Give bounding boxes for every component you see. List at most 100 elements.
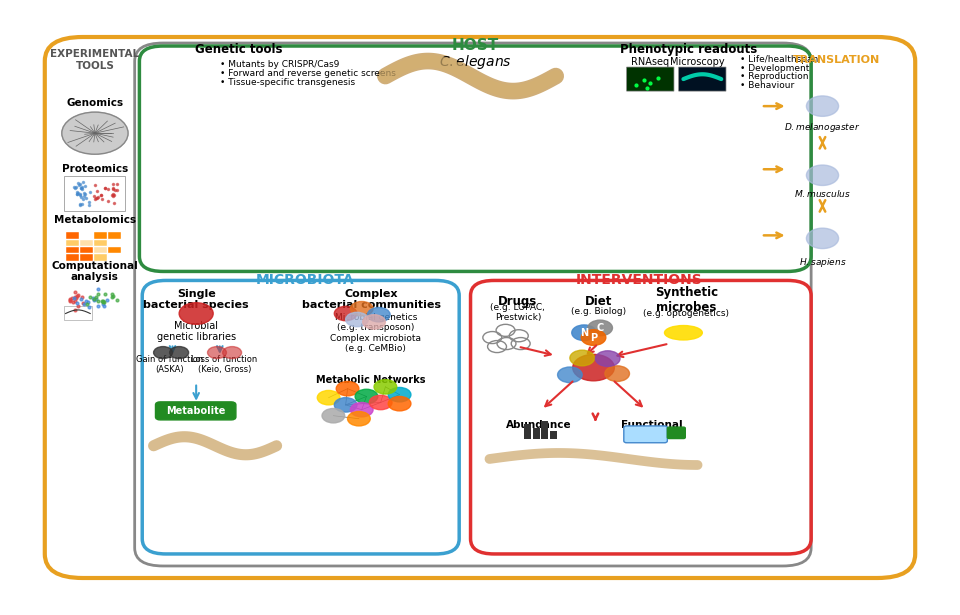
Circle shape <box>588 320 612 336</box>
Circle shape <box>374 379 396 394</box>
Text: TRANSLATION: TRANSLATION <box>793 55 880 65</box>
Circle shape <box>350 402 373 417</box>
Circle shape <box>605 366 630 381</box>
Bar <box>94 240 108 246</box>
Circle shape <box>346 312 369 327</box>
Bar <box>94 247 108 253</box>
Text: Drugs: Drugs <box>498 295 538 308</box>
Circle shape <box>806 228 839 248</box>
Bar <box>524 424 531 438</box>
Text: INTERVENTIONS: INTERVENTIONS <box>576 274 703 287</box>
Text: Complex microbiota
(e.g. CeMBio): Complex microbiota (e.g. CeMBio) <box>330 334 421 353</box>
Circle shape <box>223 347 242 359</box>
Text: $\it{C. elegans}$: $\it{C. elegans}$ <box>439 54 512 71</box>
Text: Metabolic Networks: Metabolic Networks <box>317 375 426 384</box>
Text: Loss of function
(Keio, Gross): Loss of function (Keio, Gross) <box>191 355 257 375</box>
Bar <box>80 240 93 246</box>
Bar <box>65 247 79 253</box>
Circle shape <box>368 308 390 322</box>
FancyBboxPatch shape <box>679 67 726 91</box>
Text: $\it{D. melanogaster}$: $\it{D. melanogaster}$ <box>784 121 860 133</box>
Text: Microscopy: Microscopy <box>670 57 725 67</box>
Circle shape <box>595 351 620 367</box>
Circle shape <box>350 301 373 316</box>
Circle shape <box>388 397 411 411</box>
Circle shape <box>370 395 392 410</box>
Text: Synthetic
microbes: Synthetic microbes <box>655 287 718 314</box>
Circle shape <box>334 398 357 412</box>
Circle shape <box>581 330 606 346</box>
Text: Microbial genetics
(e.g. transposon): Microbial genetics (e.g. transposon) <box>335 313 417 332</box>
Circle shape <box>806 165 839 186</box>
Text: Gain of function
(ASKA): Gain of function (ASKA) <box>136 355 204 375</box>
Text: Proteomics: Proteomics <box>61 164 128 174</box>
Circle shape <box>388 387 411 402</box>
Ellipse shape <box>664 325 703 340</box>
Text: Functional: Functional <box>621 419 683 430</box>
Text: (e.g. Biolog): (e.g. Biolog) <box>570 308 626 316</box>
Circle shape <box>61 112 128 154</box>
Text: C: C <box>596 323 604 333</box>
Circle shape <box>317 391 340 405</box>
Bar <box>108 240 121 246</box>
Bar <box>63 306 92 320</box>
Text: Complex
bacterial communities: Complex bacterial communities <box>301 289 441 311</box>
Bar <box>550 431 557 438</box>
Bar <box>108 232 121 239</box>
Circle shape <box>170 347 188 359</box>
Text: • Forward and reverse genetic screens: • Forward and reverse genetic screens <box>220 68 396 77</box>
Text: (e.g. LOPAC,
Prestwick): (e.g. LOPAC, Prestwick) <box>491 303 545 322</box>
Circle shape <box>558 367 582 383</box>
Bar <box>65 232 79 239</box>
Text: Abundance: Abundance <box>506 419 571 430</box>
Text: Diet: Diet <box>585 295 612 308</box>
FancyBboxPatch shape <box>156 402 236 420</box>
Text: Computational
analysis: Computational analysis <box>52 261 138 282</box>
Circle shape <box>572 325 596 341</box>
Text: MICROBIOTA: MICROBIOTA <box>255 274 354 287</box>
Text: • Reproduction: • Reproduction <box>740 72 808 81</box>
Bar <box>533 427 540 438</box>
Bar <box>80 232 93 239</box>
FancyBboxPatch shape <box>624 426 667 443</box>
Circle shape <box>334 306 357 321</box>
Text: P: P <box>590 333 597 343</box>
Circle shape <box>363 315 385 329</box>
Bar <box>65 240 79 246</box>
Text: • Mutants by CRISPR/Cas9: • Mutants by CRISPR/Cas9 <box>220 60 339 68</box>
Bar <box>65 254 79 261</box>
Bar <box>80 247 93 253</box>
FancyBboxPatch shape <box>627 67 674 91</box>
Circle shape <box>355 389 378 403</box>
Text: • Behaviour: • Behaviour <box>740 81 795 90</box>
Bar <box>94 232 108 239</box>
Text: Single
bacterial species: Single bacterial species <box>143 289 249 311</box>
Text: Metabolite: Metabolite <box>166 406 226 416</box>
Circle shape <box>154 347 173 359</box>
Text: $\it{M. musculus}$: $\it{M. musculus}$ <box>794 188 851 199</box>
Text: Genomics: Genomics <box>66 98 124 108</box>
Circle shape <box>207 347 227 359</box>
Text: Phenotypic readouts: Phenotypic readouts <box>619 42 756 55</box>
Text: • Tissue-specific transgenesis: • Tissue-specific transgenesis <box>220 77 355 87</box>
Text: • Development: • Development <box>740 64 809 73</box>
Circle shape <box>180 303 213 324</box>
Text: Microbial
genetic libraries: Microbial genetic libraries <box>156 321 236 343</box>
Circle shape <box>348 411 371 426</box>
FancyBboxPatch shape <box>63 177 125 212</box>
Text: EXPERIMENTAL
TOOLS: EXPERIMENTAL TOOLS <box>50 49 139 71</box>
Text: • Life/healthspan: • Life/healthspan <box>740 55 819 65</box>
Circle shape <box>570 350 594 366</box>
Circle shape <box>336 381 359 396</box>
Circle shape <box>806 96 839 116</box>
Text: (e.g. optogenetics): (e.g. optogenetics) <box>643 309 730 318</box>
Bar <box>80 254 93 261</box>
Circle shape <box>322 408 345 423</box>
Text: RNAseq: RNAseq <box>632 57 669 67</box>
Text: HOST: HOST <box>451 38 499 53</box>
Text: N: N <box>580 328 588 338</box>
Bar <box>108 247 121 253</box>
Bar <box>94 254 108 261</box>
Text: Genetic tools: Genetic tools <box>195 42 282 55</box>
Text: Metabolomics: Metabolomics <box>54 215 136 225</box>
